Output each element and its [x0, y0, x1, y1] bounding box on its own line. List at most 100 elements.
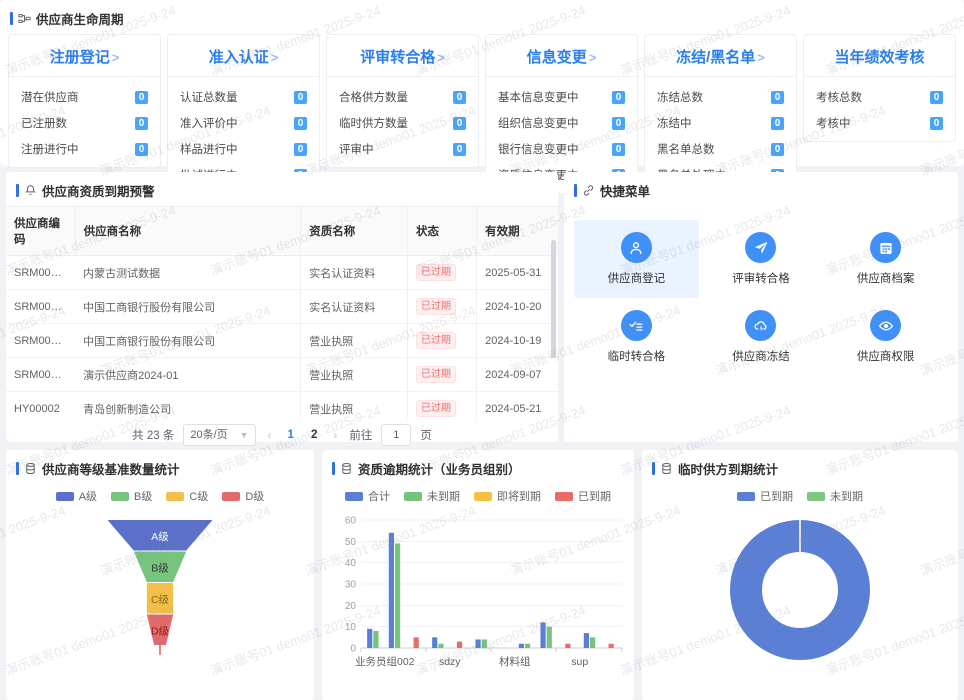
bar-segment[interactable]	[456, 641, 463, 648]
donut-legend: 已到期 未到期	[642, 484, 958, 506]
table-row[interactable]: SRM00064 中国工商银行股份有限公司 营业执照 已过期 2024-10-19	[6, 323, 558, 358]
lifecycle-metric-row[interactable]: 注册进行中 0	[21, 141, 148, 157]
lifecycle-card[interactable]: 当年绩效考核考核总数 0 考核中 0	[803, 34, 956, 142]
bar-segment[interactable]	[432, 637, 438, 648]
bar-segment[interactable]	[438, 643, 444, 648]
table-row[interactable]: SRM00086 内蒙古测试数据 实名认证资料 已过期 2025-05-31	[6, 255, 558, 290]
funnel-segment[interactable]	[146, 583, 174, 614]
lifecycle-card-title[interactable]: 信息变更 >	[486, 43, 637, 77]
lifecycle-card-title[interactable]: 准入认证 >	[168, 43, 319, 77]
y-axis-tick-label: 10	[345, 622, 357, 633]
donut-title-bar: 临时供方到期统计	[642, 450, 958, 484]
lifecycle-metric-row[interactable]: 考核总数 0	[816, 89, 943, 105]
quick-menu-item[interactable]: 评审转合格	[699, 220, 824, 298]
page-number-1[interactable]: 1	[287, 429, 294, 441]
lifecycle-metric-row[interactable]: 评审中 0	[339, 141, 466, 157]
lifecycle-metric-row[interactable]: 准入评价中 0	[180, 115, 307, 131]
bar-segment[interactable]	[525, 643, 531, 648]
bar-segment[interactable]	[475, 639, 481, 648]
lifecycle-metric-row[interactable]: 合格供方数量 0	[339, 89, 466, 105]
legend-item[interactable]: 未到期	[404, 488, 460, 504]
lifecycle-metric-row[interactable]: 样品进行中 0	[180, 141, 307, 157]
qualification-overdue-bar-panel: 资质逾期统计（业务员组别） 合计 未到期 即将到期 已到期 0 10 20 30 40 50 60…	[322, 450, 634, 700]
lifecycle-metric-row[interactable]: 组织信息变更中 0	[498, 115, 625, 131]
legend-item[interactable]: C级	[166, 488, 208, 504]
database-icon	[24, 462, 37, 475]
bar-segment[interactable]	[413, 637, 419, 648]
lifecycle-card-title[interactable]: 当年绩效考核	[804, 43, 955, 77]
legend-item[interactable]: A级	[55, 488, 97, 504]
donut-slice[interactable]	[730, 520, 870, 660]
bar-segment[interactable]	[590, 637, 596, 648]
alerts-table-scroll[interactable]: 供应商编码 供应商名称 资质名称 状态 有效期 SRM00086 内蒙古测试数据 实名认证资…	[6, 206, 558, 418]
bar-chart-legend: 合计 未到期 即将到期 已到期	[322, 484, 634, 506]
page-unit-label: 页	[420, 430, 432, 442]
funnel-segment[interactable]	[146, 614, 174, 646]
bar-segment[interactable]	[518, 643, 524, 648]
lifecycle-card-title[interactable]: 评审转合格 >	[327, 43, 478, 77]
legend-item[interactable]: 合计	[345, 488, 390, 504]
bar-segment[interactable]	[565, 643, 571, 648]
supplier-name-cell: 中国工商银行股份有限公司	[75, 289, 302, 324]
chevron-right-icon: >	[111, 50, 120, 65]
table-row[interactable]: HY00002 青岛创新制造公司 营业执照 已过期 2024-05-21	[6, 391, 558, 418]
lifecycle-metric-row[interactable]: 潜在供应商 0	[21, 89, 148, 105]
lifecycle-card[interactable]: 准入认证>认证总数量0准入评价中0样品进行中0批试进行中0	[167, 34, 320, 194]
lifecycle-metric-row[interactable]: 银行信息变更中 0	[498, 141, 625, 157]
lifecycle-card-title[interactable]: 冻结/黑名单 >	[645, 43, 796, 77]
lifecycle-metric-label: 冻结中	[657, 118, 692, 130]
next-page-button[interactable]: ›	[333, 428, 338, 442]
lifecycle-metric-row[interactable]: 黑名单总数 0	[657, 141, 784, 157]
lifecycle-card[interactable]: 注册登记 > 潜在供应商 0 已注册数 0 注册进行中 0	[8, 34, 161, 168]
quick-menu-item[interactable]: 供应商登记	[574, 220, 699, 298]
quick-menu-item[interactable]: 供应商冻结	[699, 298, 824, 376]
bar-segment[interactable]	[388, 532, 394, 648]
lifecycle-card-title[interactable]: 注册登记 >	[9, 43, 160, 77]
legend-item[interactable]: 已到期	[737, 488, 793, 504]
funnel-segment[interactable]	[133, 551, 187, 583]
table-row[interactable]: SRM00064 中国工商银行股份有限公司 实名认证资料 已过期 2024-10-20	[6, 289, 558, 324]
table-column-header: 资质名称	[300, 206, 408, 256]
bar-segment[interactable]	[367, 628, 373, 648]
lifecycle-metric-row[interactable]: 临时供方数量 0	[339, 115, 466, 131]
legend-label: 未到期	[830, 491, 863, 503]
prev-page-button[interactable]: ‹	[267, 428, 272, 442]
lifecycle-metric-row[interactable]: 冻结总数 0	[657, 89, 784, 105]
bar-segment[interactable]	[546, 626, 552, 648]
goto-page-input[interactable]: 1	[381, 424, 412, 446]
quick-menu-item[interactable]: 供应商档案	[823, 220, 948, 298]
bar-segment[interactable]	[583, 633, 589, 648]
x-axis-tick-label: 业务员组002	[355, 655, 415, 668]
lifecycle-metric-row[interactable]: 已注册数 0	[21, 115, 148, 131]
lifecycle-metric-row[interactable]: 考核中 0	[816, 115, 943, 131]
page-number-2[interactable]: 2	[310, 429, 318, 441]
cloud-bolt-icon	[745, 310, 777, 341]
bar-segment[interactable]	[540, 622, 546, 648]
lifecycle-metric-row[interactable]: 基本信息变更中 0	[498, 89, 625, 105]
funnel-segment[interactable]	[107, 520, 213, 551]
status-cell: 已过期	[407, 323, 477, 358]
x-axis-tick-label: sdzy	[439, 656, 461, 668]
supplier-code-cell: SRM00059	[6, 357, 76, 392]
legend-item[interactable]: 已到期	[555, 488, 611, 504]
legend-item[interactable]: D级	[222, 488, 264, 504]
lifecycle-metric-row[interactable]: 冻结中 0	[657, 115, 784, 131]
legend-item[interactable]: B级	[111, 488, 152, 504]
lifecycle-card-title-text: 评审转合格	[360, 49, 436, 66]
lifecycle-card-title-text: 冻结/黑名单	[676, 49, 756, 66]
bar-segment[interactable]	[608, 643, 614, 648]
bar-segment[interactable]	[395, 543, 401, 648]
legend-item[interactable]: 未到期	[807, 488, 863, 504]
lifecycle-card[interactable]: 信息变更>基本信息变更中0组织信息变更中0银行信息变更中0资质信息变更中0	[485, 34, 638, 194]
lifecycle-card[interactable]: 冻结/黑名单>冻结总数0冻结中0黑名单总数0黑名单处理中0	[644, 34, 797, 194]
bar-segment[interactable]	[481, 639, 487, 648]
lifecycle-metric-row[interactable]: 认证总数量 0	[180, 89, 307, 105]
lifecycle-card[interactable]: 评审转合格 > 合格供方数量 0 临时供方数量 0 评审中 0	[326, 34, 479, 168]
legend-item[interactable]: 即将到期	[474, 488, 541, 504]
bar-segment[interactable]	[373, 630, 379, 648]
quick-menu-item[interactable]: 临时转合格	[574, 298, 699, 376]
page-size-select[interactable]: 20条/页 ▼	[183, 424, 256, 446]
table-row[interactable]: SRM00059 演示供应商2024-01 营业执照 已过期 2024-09-07	[6, 357, 558, 392]
quick-menu-item[interactable]: 供应商权限	[823, 298, 948, 376]
link-icon	[582, 184, 595, 197]
